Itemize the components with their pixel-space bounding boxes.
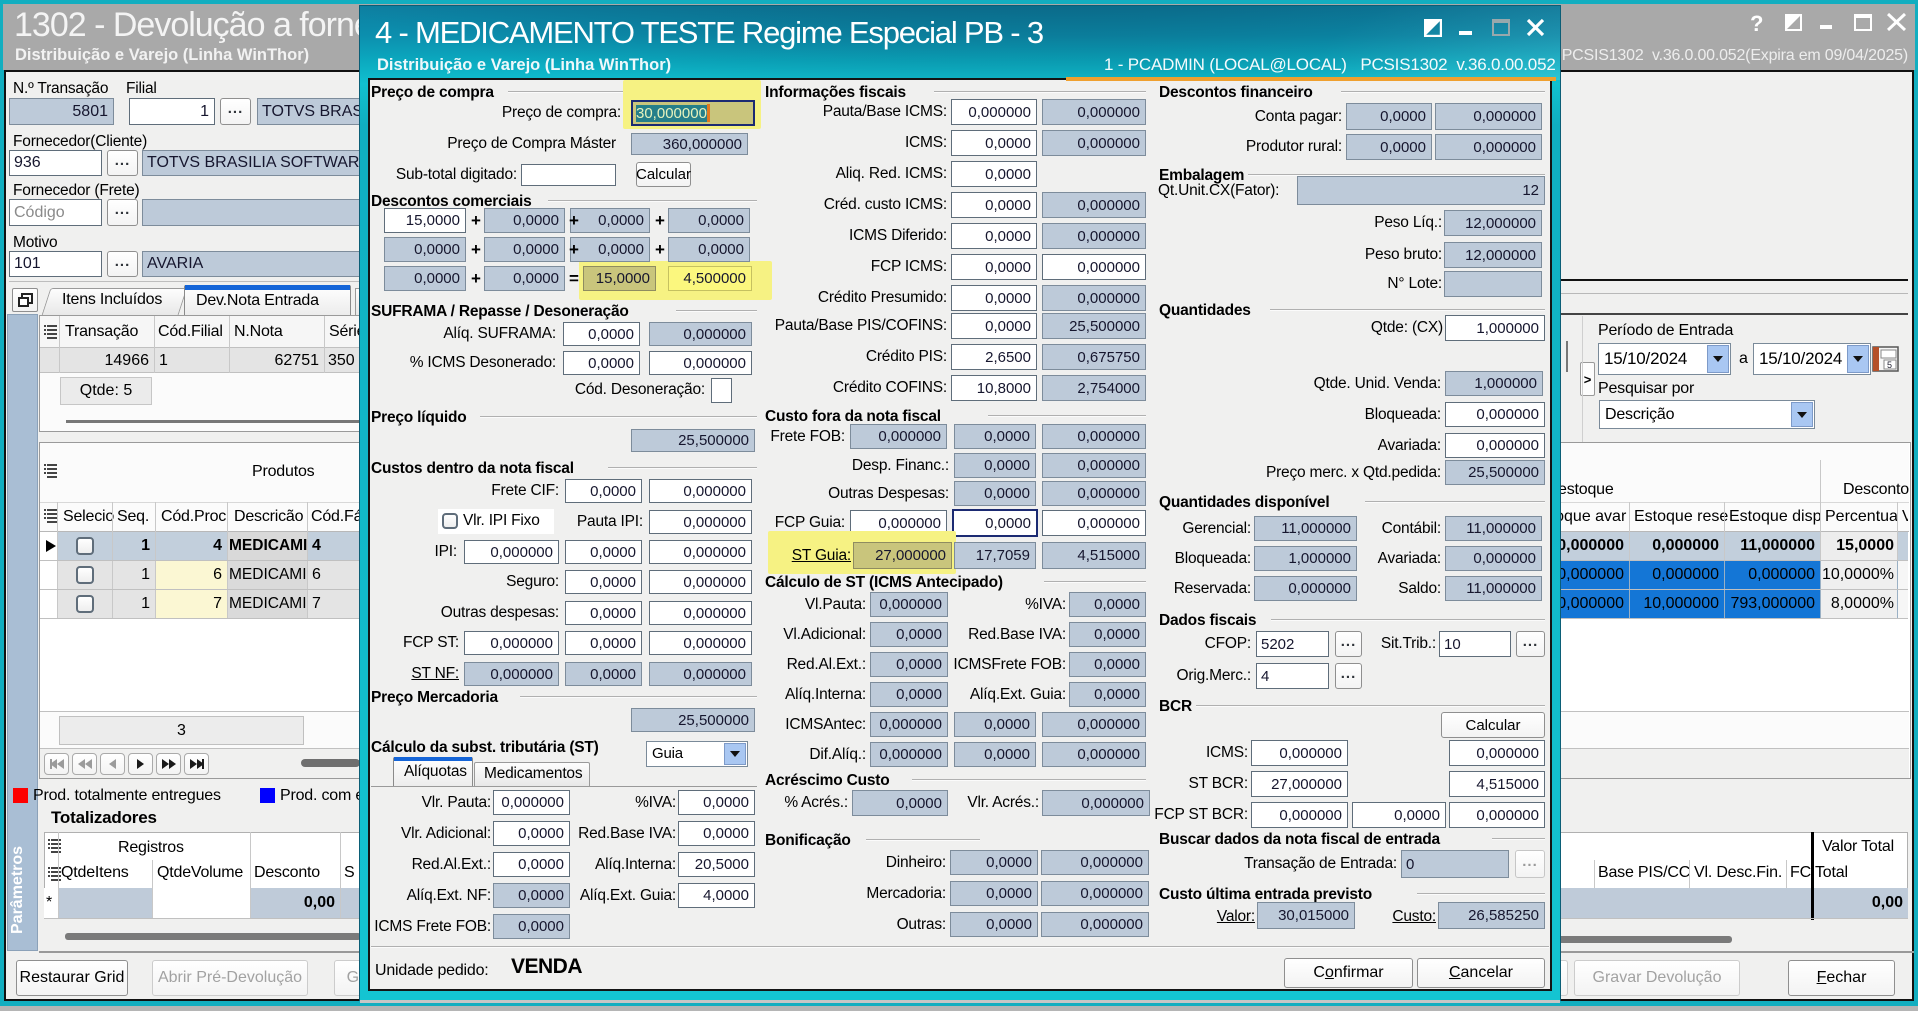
svg-text:5: 5: [1887, 360, 1892, 370]
